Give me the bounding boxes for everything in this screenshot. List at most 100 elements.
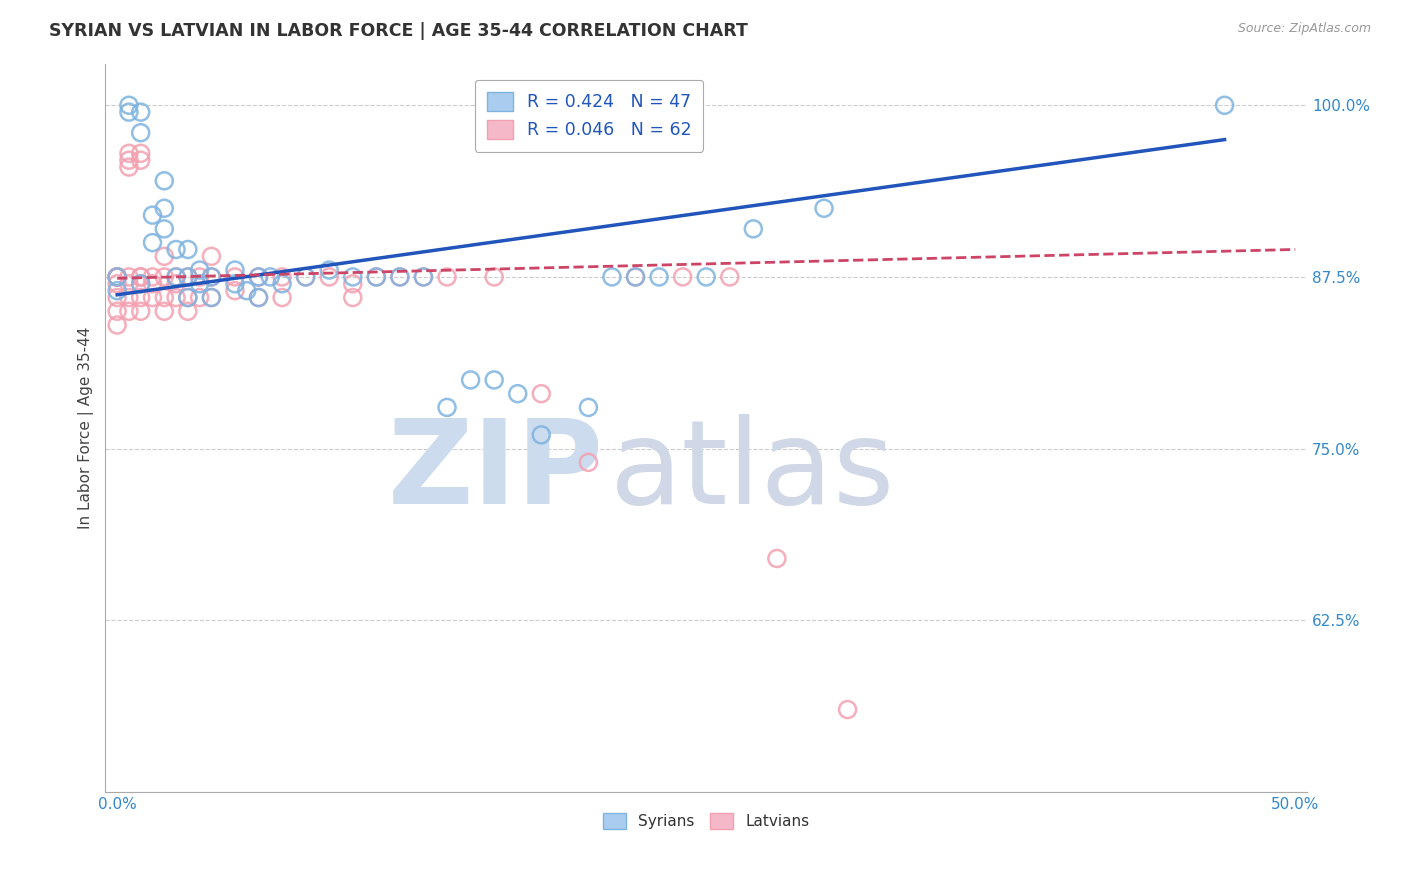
Point: [105, 269, 128, 284]
Point: [141, 291, 163, 305]
Point: [271, 277, 294, 291]
Point: [129, 304, 152, 318]
Point: [412, 269, 434, 284]
Point: [165, 269, 187, 284]
Point: [129, 126, 152, 140]
Point: [118, 269, 141, 284]
Point: [224, 269, 246, 284]
Point: [200, 269, 222, 284]
Point: [141, 235, 163, 250]
Point: [224, 277, 246, 291]
Point: [200, 269, 222, 284]
Point: [460, 373, 482, 387]
Legend: Syrians, Latvians: Syrians, Latvians: [598, 807, 815, 835]
Point: [624, 269, 647, 284]
Point: [177, 304, 200, 318]
Text: atlas: atlas: [610, 414, 896, 529]
Point: [271, 291, 294, 305]
Point: [141, 269, 163, 284]
Point: [105, 277, 128, 291]
Point: [530, 386, 553, 401]
Point: [129, 269, 152, 284]
Point: [506, 386, 529, 401]
Point: [388, 269, 411, 284]
Point: [247, 269, 270, 284]
Point: [294, 269, 316, 284]
Point: [813, 201, 835, 215]
Point: [200, 291, 222, 305]
Point: [129, 269, 152, 284]
Point: [530, 428, 553, 442]
Point: [188, 263, 211, 277]
Point: [118, 146, 141, 161]
Point: [188, 291, 211, 305]
Point: [412, 269, 434, 284]
Point: [105, 269, 128, 284]
Point: [576, 455, 599, 469]
Point: [153, 174, 176, 188]
Point: [366, 269, 388, 284]
Point: [118, 291, 141, 305]
Point: [366, 269, 388, 284]
Point: [105, 269, 128, 284]
Point: [271, 269, 294, 284]
Point: [141, 277, 163, 291]
Point: [236, 284, 259, 298]
Point: [118, 105, 141, 120]
Point: [105, 304, 128, 318]
Point: [695, 269, 717, 284]
Point: [224, 284, 246, 298]
Point: [165, 269, 187, 284]
Point: [118, 160, 141, 174]
Point: [247, 269, 270, 284]
Point: [105, 269, 128, 284]
Point: [318, 269, 340, 284]
Point: [318, 263, 340, 277]
Point: [141, 208, 163, 222]
Point: [648, 269, 671, 284]
Point: [718, 269, 741, 284]
Point: [129, 277, 152, 291]
Point: [153, 249, 176, 263]
Point: [153, 201, 176, 215]
Point: [118, 153, 141, 168]
Point: [129, 105, 152, 120]
Point: [294, 269, 316, 284]
Point: [118, 304, 141, 318]
Point: [482, 269, 505, 284]
Y-axis label: In Labor Force | Age 35-44: In Labor Force | Age 35-44: [79, 326, 94, 529]
Point: [105, 291, 128, 305]
Text: SYRIAN VS LATVIAN IN LABOR FORCE | AGE 35-44 CORRELATION CHART: SYRIAN VS LATVIAN IN LABOR FORCE | AGE 3…: [49, 22, 748, 40]
Point: [188, 269, 211, 284]
Point: [259, 269, 281, 284]
Point: [672, 269, 695, 284]
Point: [436, 401, 458, 415]
Point: [624, 269, 647, 284]
Point: [118, 98, 141, 112]
Point: [129, 291, 152, 305]
Point: [766, 551, 789, 566]
Point: [177, 291, 200, 305]
Point: [153, 304, 176, 318]
Point: [188, 277, 211, 291]
Point: [153, 291, 176, 305]
Text: Source: ZipAtlas.com: Source: ZipAtlas.com: [1237, 22, 1371, 36]
Point: [118, 277, 141, 291]
Point: [177, 291, 200, 305]
Point: [165, 243, 187, 257]
Point: [153, 269, 176, 284]
Point: [247, 291, 270, 305]
Point: [742, 222, 765, 236]
Point: [129, 153, 152, 168]
Point: [388, 269, 411, 284]
Point: [177, 269, 200, 284]
Point: [200, 291, 222, 305]
Point: [342, 277, 364, 291]
Point: [576, 401, 599, 415]
Text: ZIP: ZIP: [388, 414, 605, 529]
Point: [165, 291, 187, 305]
Point: [837, 702, 859, 716]
Point: [105, 284, 128, 298]
Point: [177, 243, 200, 257]
Point: [342, 269, 364, 284]
